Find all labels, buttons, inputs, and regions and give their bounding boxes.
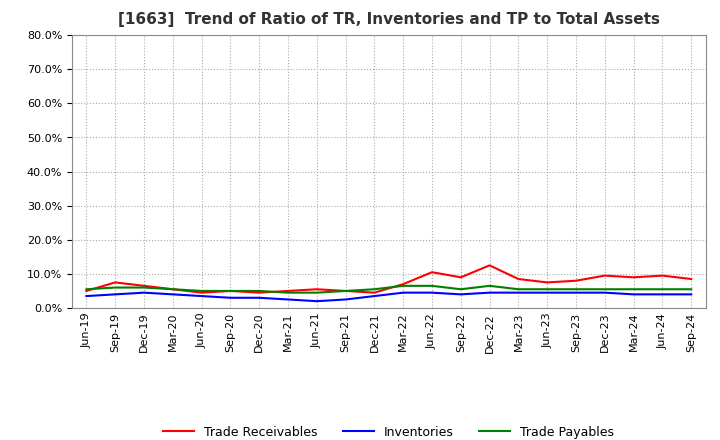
Inventories: [168, 292, 177, 297]
Trade Payables: [600, 286, 609, 292]
Inventories: [284, 297, 292, 302]
Inventories: [197, 293, 206, 299]
Trade Receivables: [255, 290, 264, 295]
Line: Trade Payables: Trade Payables: [86, 286, 691, 293]
Inventories: [629, 292, 638, 297]
Trade Receivables: [197, 290, 206, 295]
Inventories: [399, 290, 408, 295]
Trade Receivables: [514, 276, 523, 282]
Trade Payables: [140, 285, 148, 290]
Trade Payables: [514, 286, 523, 292]
Inventories: [687, 292, 696, 297]
Legend: Trade Receivables, Inventories, Trade Payables: Trade Receivables, Inventories, Trade Pa…: [158, 421, 619, 440]
Trade Receivables: [168, 286, 177, 292]
Trade Receivables: [140, 283, 148, 289]
Trade Receivables: [370, 290, 379, 295]
Trade Payables: [543, 286, 552, 292]
Trade Receivables: [658, 273, 667, 278]
Line: Inventories: Inventories: [86, 293, 691, 301]
Line: Trade Receivables: Trade Receivables: [86, 265, 691, 293]
Trade Receivables: [687, 276, 696, 282]
Trade Receivables: [485, 263, 494, 268]
Inventories: [255, 295, 264, 301]
Trade Payables: [111, 285, 120, 290]
Trade Payables: [370, 286, 379, 292]
Trade Payables: [168, 286, 177, 292]
Trade Payables: [312, 290, 321, 295]
Trade Receivables: [111, 280, 120, 285]
Inventories: [226, 295, 235, 301]
Inventories: [312, 299, 321, 304]
Trade Payables: [456, 286, 465, 292]
Trade Payables: [485, 283, 494, 289]
Inventories: [658, 292, 667, 297]
Trade Receivables: [572, 278, 580, 283]
Inventories: [514, 290, 523, 295]
Inventories: [456, 292, 465, 297]
Trade Payables: [658, 286, 667, 292]
Inventories: [543, 290, 552, 295]
Trade Receivables: [543, 280, 552, 285]
Trade Payables: [197, 288, 206, 293]
Trade Payables: [82, 286, 91, 292]
Trade Receivables: [312, 286, 321, 292]
Trade Receivables: [629, 275, 638, 280]
Trade Payables: [399, 283, 408, 289]
Trade Receivables: [341, 288, 350, 293]
Trade Payables: [572, 286, 580, 292]
Trade Payables: [341, 288, 350, 293]
Inventories: [341, 297, 350, 302]
Trade Payables: [428, 283, 436, 289]
Inventories: [572, 290, 580, 295]
Inventories: [485, 290, 494, 295]
Trade Payables: [629, 286, 638, 292]
Title: [1663]  Trend of Ratio of TR, Inventories and TP to Total Assets: [1663] Trend of Ratio of TR, Inventories…: [118, 12, 660, 27]
Trade Receivables: [600, 273, 609, 278]
Inventories: [140, 290, 148, 295]
Trade Receivables: [226, 288, 235, 293]
Trade Payables: [226, 288, 235, 293]
Trade Receivables: [428, 270, 436, 275]
Trade Receivables: [284, 288, 292, 293]
Inventories: [370, 293, 379, 299]
Inventories: [111, 292, 120, 297]
Inventories: [600, 290, 609, 295]
Trade Receivables: [399, 282, 408, 287]
Inventories: [428, 290, 436, 295]
Trade Payables: [255, 288, 264, 293]
Trade Payables: [687, 286, 696, 292]
Trade Receivables: [82, 288, 91, 293]
Inventories: [82, 293, 91, 299]
Trade Payables: [284, 290, 292, 295]
Trade Receivables: [456, 275, 465, 280]
